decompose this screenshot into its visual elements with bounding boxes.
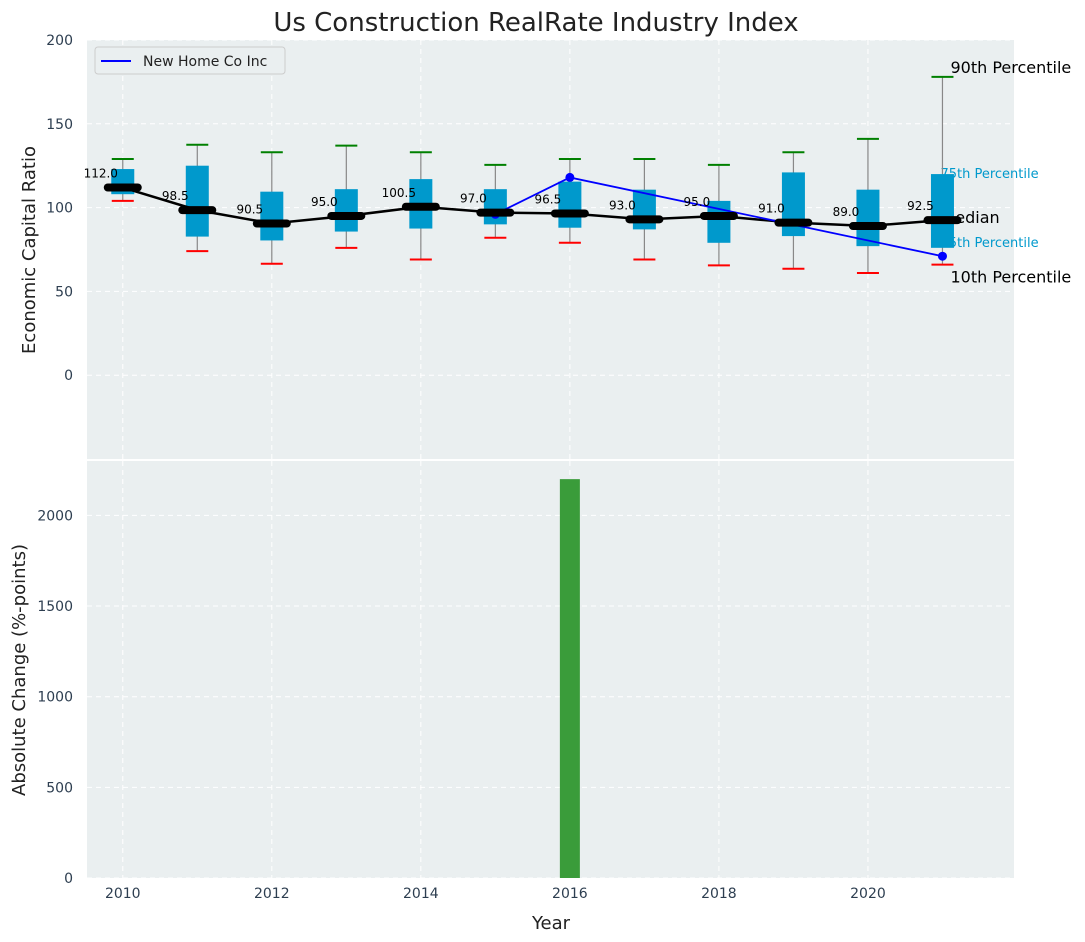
x-tick-label: 2014: [403, 886, 439, 902]
company-point: [565, 172, 575, 182]
y-tick-label: 1500: [37, 599, 73, 615]
y-tick-label: 200: [46, 33, 73, 49]
bottom-axes-background: [87, 461, 1014, 878]
median-value-label: 92.5: [907, 199, 934, 213]
median-value-label: 112.0: [84, 166, 118, 180]
y-tick-label: 2000: [37, 508, 73, 524]
y-tick-label: 0: [64, 871, 73, 887]
y-tick-label: 1000: [37, 690, 73, 706]
y-tick-label: 100: [46, 201, 73, 217]
legend-label: New Home Co Inc: [143, 54, 267, 70]
median-value-label: 100.5: [382, 186, 416, 200]
median-value-label: 98.5: [162, 189, 189, 203]
legend: New Home Co Inc: [94, 46, 286, 75]
median-value-label: 93.0: [609, 198, 636, 212]
x-tick-label: 2020: [850, 886, 886, 902]
median-value-label: 90.5: [236, 203, 263, 217]
median-value-label: 89.0: [833, 205, 860, 219]
median-value-label: 95.0: [684, 195, 711, 209]
x-tick-label: 2016: [552, 886, 588, 902]
iqr-box: [707, 200, 731, 243]
x-tick-label: 2010: [105, 886, 141, 902]
iqr-box: [930, 174, 954, 248]
annotation-90th: 90th Percentile: [950, 58, 1071, 77]
top-axes-background: [87, 40, 1014, 459]
x-tick-label: 2012: [254, 886, 290, 902]
median-value-label: 95.0: [311, 195, 338, 209]
bottom-y-axis-label: Absolute Change (%-points): [9, 544, 30, 796]
iqr-box: [483, 189, 507, 225]
iqr-box: [185, 165, 209, 237]
median-value-label: 97.0: [460, 192, 487, 206]
iqr-box: [856, 189, 880, 247]
x-axis-label: Year: [531, 913, 571, 934]
change-bar: [559, 479, 580, 878]
y-tick-label: 500: [46, 780, 73, 796]
median-value-label: 96.5: [535, 192, 562, 206]
annotation-10th: 10th Percentile: [950, 268, 1071, 287]
median-value-label: 91.0: [758, 202, 785, 216]
y-tick-label: 150: [46, 117, 73, 133]
iqr-box: [260, 191, 284, 241]
y-tick-label: 50: [55, 284, 73, 300]
iqr-box: [558, 181, 582, 228]
chart-title: Us Construction RealRate Industry Index: [273, 8, 798, 38]
iqr-box: [334, 189, 358, 232]
company-point: [937, 251, 947, 261]
annotation-75th: 75th Percentile: [940, 167, 1038, 182]
y-tick-label: 0: [64, 368, 73, 384]
annotation-25th: 25th Percentile: [940, 236, 1038, 251]
x-tick-label: 2018: [701, 886, 737, 902]
top-y-axis-label: Economic Capital Ratio: [19, 146, 40, 354]
